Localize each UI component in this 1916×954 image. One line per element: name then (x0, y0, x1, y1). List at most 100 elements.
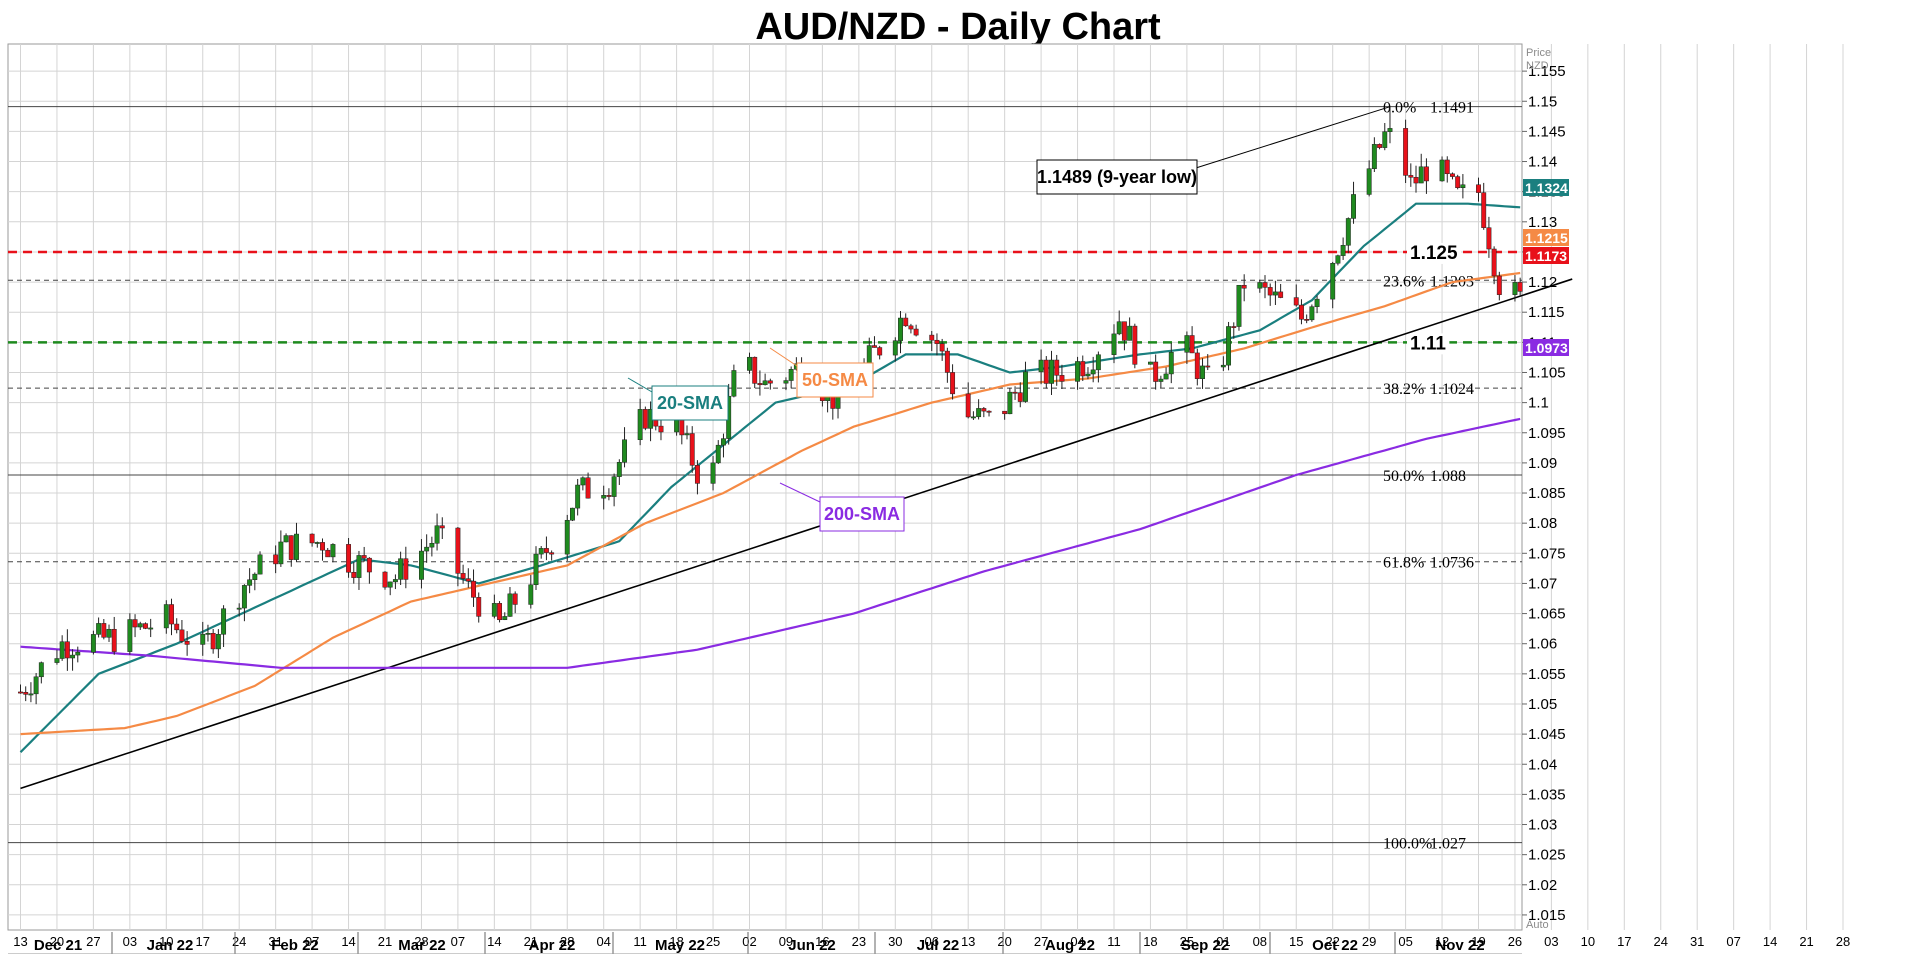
y-tick-label: 1.145 (1528, 123, 1566, 140)
sma20-box (651, 385, 729, 421)
candle-body (913, 328, 919, 336)
y-tick-label: 1.13 (1528, 214, 1557, 231)
x-tick-label: 07 (305, 934, 319, 949)
candle-body (1314, 298, 1320, 307)
sma200-box (819, 496, 905, 532)
candle-body (398, 558, 404, 580)
y-tick-label: 1.07 (1528, 575, 1557, 592)
candle-body (497, 603, 503, 621)
candle-body (236, 607, 242, 610)
candle-body (1054, 359, 1060, 376)
candle-body (1517, 282, 1523, 292)
candle-body (148, 627, 154, 630)
sma20-label: 20-SMA (657, 393, 723, 413)
y-tick-label: 1.035 (1528, 786, 1566, 803)
candle-body (491, 603, 497, 617)
candle-body (1184, 335, 1190, 353)
candlesticks (18, 106, 1523, 705)
candle-body (257, 554, 263, 575)
candle-body (476, 597, 482, 617)
candle-body (866, 345, 872, 364)
y-tick-label: 1.055 (1528, 666, 1566, 683)
candle-body (424, 546, 430, 552)
month-label: Nov 22 (1435, 937, 1484, 954)
x-tick-label: 28 (414, 934, 428, 949)
candle-body (689, 433, 695, 466)
candle-body (1345, 218, 1351, 246)
x-tick-label: 04 (1070, 934, 1084, 949)
candle-body (986, 410, 992, 413)
candle-body (783, 380, 789, 384)
x-tick-label: 11 (1107, 934, 1121, 949)
month-label: Dec 21 (34, 937, 82, 954)
candle-body (1090, 369, 1096, 375)
key-level-bg (1407, 242, 1461, 264)
fib-level-label: 50.0% (1383, 468, 1424, 485)
month-label: Apr 22 (529, 937, 576, 954)
candle-body (950, 372, 956, 395)
candle-body (616, 462, 622, 477)
candle-body (1293, 297, 1299, 306)
candle-body (1132, 325, 1138, 365)
candle-body (1351, 194, 1356, 219)
candle-body (721, 438, 726, 446)
x-tick-label: 18 (1143, 934, 1157, 949)
candle-body (465, 578, 471, 582)
y-tick-label: 1.09 (1528, 455, 1557, 472)
month-label: May 22 (655, 937, 705, 954)
candle-body (1095, 354, 1101, 371)
month-label: Jan 22 (147, 937, 194, 954)
x-tick-label: 29 (1362, 934, 1376, 949)
candle-body (1371, 144, 1377, 169)
candle-body (1205, 365, 1211, 368)
candle-body (1476, 184, 1481, 193)
candle-body (1377, 144, 1383, 148)
candle-body (221, 608, 227, 635)
sma20-leader (627, 377, 653, 393)
x-tick-label: 20 (997, 934, 1011, 949)
candle-body (1059, 375, 1065, 382)
sma50-leader (769, 347, 798, 367)
candle-body (1148, 361, 1153, 365)
moving-averages (19, 202, 1521, 753)
fib-level-label: 61.8% (1383, 555, 1424, 572)
candle-body (611, 476, 617, 497)
candle-body (184, 640, 190, 645)
candle-body (111, 628, 117, 652)
candle-body (38, 662, 44, 678)
candle-body (507, 593, 513, 617)
candle-body (1002, 410, 1008, 415)
x-tick-label: 21 (1799, 934, 1813, 949)
callout-9-year-low: 1.1489 (9-year low) (1037, 167, 1197, 187)
y-tick-label: 1.03 (1528, 817, 1557, 834)
candle-body (1262, 282, 1268, 288)
y-tick-label: 1.12 (1528, 274, 1557, 291)
y-tick-label: 1.14 (1528, 154, 1557, 171)
candle-body (1189, 335, 1195, 354)
candle-body (1408, 175, 1414, 178)
candle-body (23, 691, 29, 695)
y-tick-label: 1.025 (1528, 847, 1566, 864)
candle-body (1116, 321, 1122, 335)
candle-body (658, 425, 664, 433)
x-tick-label: 31 (1690, 934, 1704, 949)
candle-body (908, 325, 914, 330)
candle-body (1366, 168, 1372, 195)
month-label: Sep 22 (1181, 937, 1229, 954)
candle-body (70, 654, 76, 659)
x-tick-label: 17 (1617, 934, 1631, 949)
candle-body (606, 495, 612, 497)
candle-body (132, 619, 138, 628)
candle-body (439, 525, 445, 529)
candle-body (101, 623, 107, 638)
candle-body (642, 409, 648, 429)
candle-body (1017, 392, 1023, 402)
y-tick-label: 1.155 (1528, 63, 1566, 80)
price-badge-value: 1.1215 (1525, 230, 1568, 246)
fib-level-value: 1.027 (1430, 836, 1466, 853)
candle-body (1226, 326, 1232, 366)
candle-body (330, 544, 336, 558)
candle-body (903, 317, 909, 327)
x-tick-label: 18 (669, 934, 683, 949)
